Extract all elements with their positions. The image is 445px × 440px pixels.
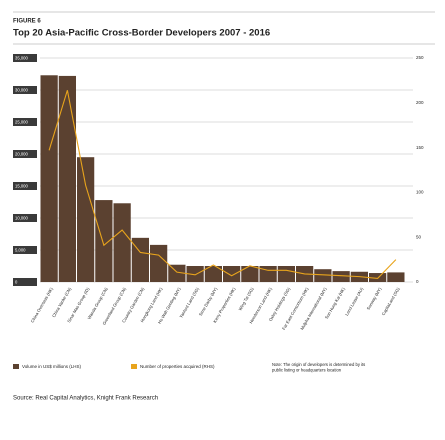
bar: [131, 237, 149, 282]
figure-label: FIGURE 6: [13, 19, 41, 25]
tick-box: [13, 278, 37, 286]
y2-tick-label: 50: [416, 234, 422, 239]
bar: [223, 266, 241, 282]
x-tick-label: China Vanke (CN): [51, 286, 72, 318]
y-tick-label: 30,000: [15, 88, 28, 93]
y2-tick-label: 150: [416, 145, 424, 150]
bar: [204, 266, 222, 282]
tick-box: [13, 118, 37, 126]
y2-tick-label: 100: [416, 190, 424, 195]
tick-box: [13, 150, 37, 158]
y-tick-label: 10,000: [15, 216, 28, 221]
y2-tick-label: 0: [416, 279, 419, 284]
bar: [369, 273, 387, 282]
y-tick-label: 25,000: [15, 120, 28, 125]
y-tick-label: 20,000: [15, 152, 28, 157]
x-tick-label: Wing Tai (SG): [237, 286, 255, 312]
x-tick-label: China Overseas (HK): [30, 286, 55, 323]
y-tick-label: 35,000: [15, 56, 28, 61]
bar: [58, 75, 76, 282]
tick-box: [13, 214, 37, 222]
x-tick-label: CapitaLand (SG): [381, 286, 401, 316]
tick-box: [13, 54, 37, 62]
x-tick-label: Sun Hung Kai (HK): [324, 286, 346, 320]
bar: [40, 75, 58, 282]
bar: [314, 269, 332, 282]
y-tick-label: 0: [15, 280, 18, 285]
tick-box: [13, 86, 37, 94]
bar: [150, 244, 168, 282]
bar: [95, 200, 113, 282]
legend-swatch: [13, 364, 19, 369]
note: public listing or headquarters location: [272, 368, 342, 373]
line: [48, 90, 397, 279]
bar: [241, 266, 259, 282]
source: Source: Real Capital Analytics, Knight F…: [13, 396, 158, 402]
x-tick-label: Sunway (MY): [366, 286, 383, 311]
x-tick-label: Sime Darby (MY): [198, 286, 219, 317]
legend-label: Volume in US$ millions (LHS): [22, 364, 82, 369]
bar: [77, 157, 95, 282]
y2-tick-label: 250: [416, 55, 424, 60]
bar: [113, 203, 131, 282]
legend-swatch: [131, 364, 137, 369]
bar: [277, 266, 295, 282]
bar: [332, 271, 350, 282]
chart-title: Top 20 Asia-Pacific Cross-Border Develop…: [13, 28, 270, 39]
bar: [186, 266, 204, 282]
note: Note: The origin of developers is determ…: [272, 362, 365, 367]
bar: [168, 264, 186, 282]
legend-label: Number of properties acquired (RHS): [140, 364, 215, 369]
y-tick-label: 5,000: [15, 248, 26, 253]
y2-tick-label: 200: [416, 100, 424, 105]
x-tick-label: Lend Lease (AU): [344, 286, 364, 316]
y-tick-label: 15,000: [15, 184, 28, 189]
tick-box: [13, 246, 37, 254]
bar: [387, 272, 405, 282]
tick-box: [13, 182, 37, 190]
